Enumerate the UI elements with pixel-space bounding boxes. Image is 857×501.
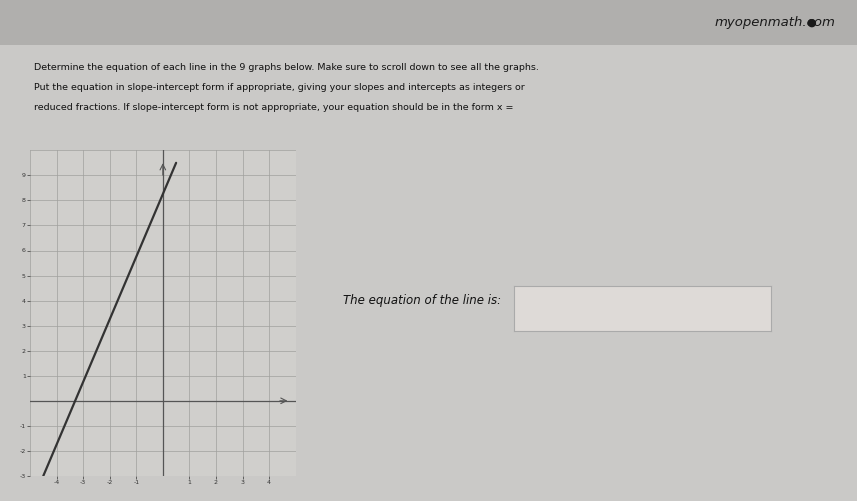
Text: ●: ●: [806, 18, 816, 28]
Text: reduced fractions. If slope-intercept form is not appropriate, your equation sho: reduced fractions. If slope-intercept fo…: [34, 103, 514, 112]
Text: Put the equation in slope-intercept form if appropriate, giving your slopes and : Put the equation in slope-intercept form…: [34, 83, 525, 92]
Text: Determine the equation of each line in the 9 graphs below. Make sure to scroll d: Determine the equation of each line in t…: [34, 63, 539, 72]
Text: The equation of the line is:: The equation of the line is:: [343, 294, 501, 307]
Text: myopenmath.com: myopenmath.com: [715, 16, 836, 29]
